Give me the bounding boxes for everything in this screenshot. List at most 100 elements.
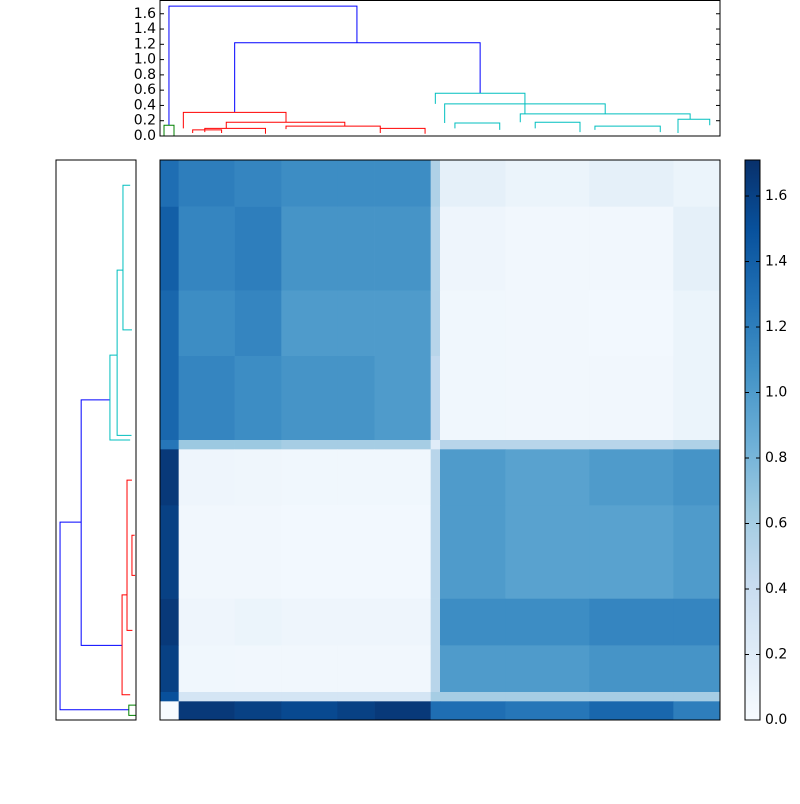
- heatmap-cell: [337, 290, 375, 357]
- heatmap-cell: [337, 701, 375, 721]
- heatmap-cell: [234, 645, 282, 693]
- heatmap-cell: [589, 692, 674, 702]
- heatmap-cell: [440, 449, 506, 506]
- heatmap-cell: [337, 645, 375, 693]
- heatmap-cell: [178, 160, 235, 207]
- colorbar-tick-label: 1.6: [765, 188, 787, 204]
- heatmap-cell: [673, 290, 721, 357]
- heatmap-cell: [281, 598, 338, 646]
- heatmap-cell: [374, 356, 431, 441]
- dendrogram-link: [122, 184, 132, 331]
- heatmap-cell: [337, 206, 375, 291]
- y-tick-label: 0.6: [134, 82, 156, 98]
- heatmap-cell: [673, 645, 721, 693]
- dendrogram-link: [128, 704, 136, 716]
- dendrogram-link: [204, 127, 266, 134]
- heatmap-cell: [337, 440, 375, 450]
- heatmap-cell: [430, 160, 441, 207]
- heatmap-cell: [673, 598, 721, 646]
- heatmap-cell: [281, 449, 338, 506]
- colorbar-tick-label: 1.0: [765, 385, 787, 401]
- heatmap-cell: [673, 701, 721, 721]
- heatmap-cell: [281, 160, 338, 207]
- heatmap-cell: [430, 505, 441, 599]
- heatmap-cell: [505, 505, 590, 599]
- heatmap-cell: [589, 449, 674, 506]
- heatmap-cell: [337, 160, 375, 207]
- heatmap-cell: [673, 449, 721, 506]
- y-tick-label: 0.4: [134, 97, 156, 113]
- heatmap-cell: [160, 356, 179, 441]
- heatmap-cell: [440, 505, 506, 599]
- heatmap-cell: [178, 440, 235, 450]
- dendrogram-link: [116, 269, 132, 436]
- y-tick-label: 1.2: [134, 36, 156, 52]
- heatmap-cell: [505, 701, 590, 721]
- dendrogram-link: [131, 534, 136, 576]
- heatmap-cell: [281, 701, 338, 721]
- heatmap-cell: [281, 692, 338, 702]
- heatmap-cell: [440, 160, 506, 207]
- heatmap-cell: [337, 692, 375, 702]
- heatmap-cell: [337, 356, 375, 441]
- heatmap-cell: [234, 356, 282, 441]
- heatmap-cell: [430, 440, 441, 450]
- heatmap-cell: [281, 206, 338, 291]
- y-tick-label: 0.0: [134, 128, 156, 144]
- heatmap-cell: [505, 440, 590, 450]
- heatmap-cell: [281, 440, 338, 450]
- heatmap-cell: [178, 356, 235, 441]
- heatmap-cell: [440, 206, 506, 291]
- heatmap-cell: [505, 160, 590, 207]
- heatmap-cell: [160, 440, 179, 450]
- heatmap-cell: [589, 505, 674, 599]
- y-tick-label: 1.4: [134, 21, 156, 37]
- dendrogram-link: [192, 129, 223, 133]
- heatmap-cell: [374, 160, 431, 207]
- dendrogram-link: [594, 125, 661, 133]
- heatmap-cell: [234, 449, 282, 506]
- dendrogram-link: [80, 399, 123, 646]
- heatmap-cell: [160, 160, 179, 207]
- heatmap-cell: [160, 645, 179, 693]
- axes-frame: [159, 159, 721, 721]
- dendrogram-link: [379, 127, 426, 134]
- heatmap-cell: [589, 440, 674, 450]
- heatmap-cell: [234, 440, 282, 450]
- colorbar-tick-label: 0.2: [765, 647, 787, 663]
- dendrogram-link: [234, 42, 481, 113]
- heatmap-cell: [440, 692, 506, 702]
- heatmap-cell: [160, 598, 179, 646]
- heatmap-cell: [178, 449, 235, 506]
- heatmap-cell: [281, 290, 338, 357]
- y-tick-label: 0.2: [134, 113, 156, 129]
- heatmap-cell: [178, 701, 235, 721]
- heatmap-cell: [234, 598, 282, 646]
- heatmap-cell: [374, 440, 431, 450]
- heatmap-cell: [374, 505, 431, 599]
- heatmap-cell: [440, 645, 506, 693]
- heatmap-cell: [589, 290, 674, 357]
- dendrogram-link: [677, 118, 711, 133]
- heatmap-cell: [505, 290, 590, 357]
- axes-frame: [55, 159, 137, 721]
- heatmap-cell: [430, 206, 441, 291]
- heatmap-cell: [440, 440, 506, 450]
- heatmap-cell: [374, 449, 431, 506]
- dendrogram-link: [163, 124, 175, 136]
- heatmap-cell: [589, 701, 674, 721]
- heatmap-cell: [673, 505, 721, 599]
- heatmap-cell: [234, 505, 282, 599]
- heatmap-cell: [234, 692, 282, 702]
- dendrogram-link: [182, 111, 287, 129]
- heatmap-cell: [440, 290, 506, 357]
- heatmap-cell: [178, 598, 235, 646]
- heatmap-cell: [505, 449, 590, 506]
- heatmap-cell: [374, 645, 431, 693]
- colorbar: [744, 159, 761, 721]
- heatmap-cell: [160, 206, 179, 291]
- y-tick-label: 1.6: [134, 6, 156, 22]
- heatmap-cell: [337, 505, 375, 599]
- dendrogram-link: [59, 521, 129, 711]
